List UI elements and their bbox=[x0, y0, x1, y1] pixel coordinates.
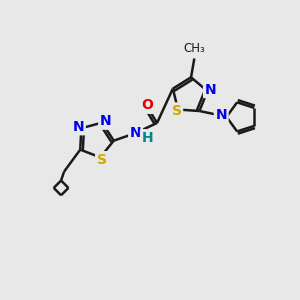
Text: CH₃: CH₃ bbox=[184, 42, 205, 55]
Text: N: N bbox=[73, 120, 84, 134]
Text: N: N bbox=[205, 82, 216, 97]
Text: N: N bbox=[215, 108, 227, 122]
Text: N: N bbox=[130, 126, 141, 140]
Text: S: S bbox=[97, 153, 107, 167]
Text: H: H bbox=[142, 131, 153, 145]
Text: N: N bbox=[100, 114, 111, 128]
Text: O: O bbox=[141, 98, 153, 112]
Text: S: S bbox=[172, 104, 182, 118]
